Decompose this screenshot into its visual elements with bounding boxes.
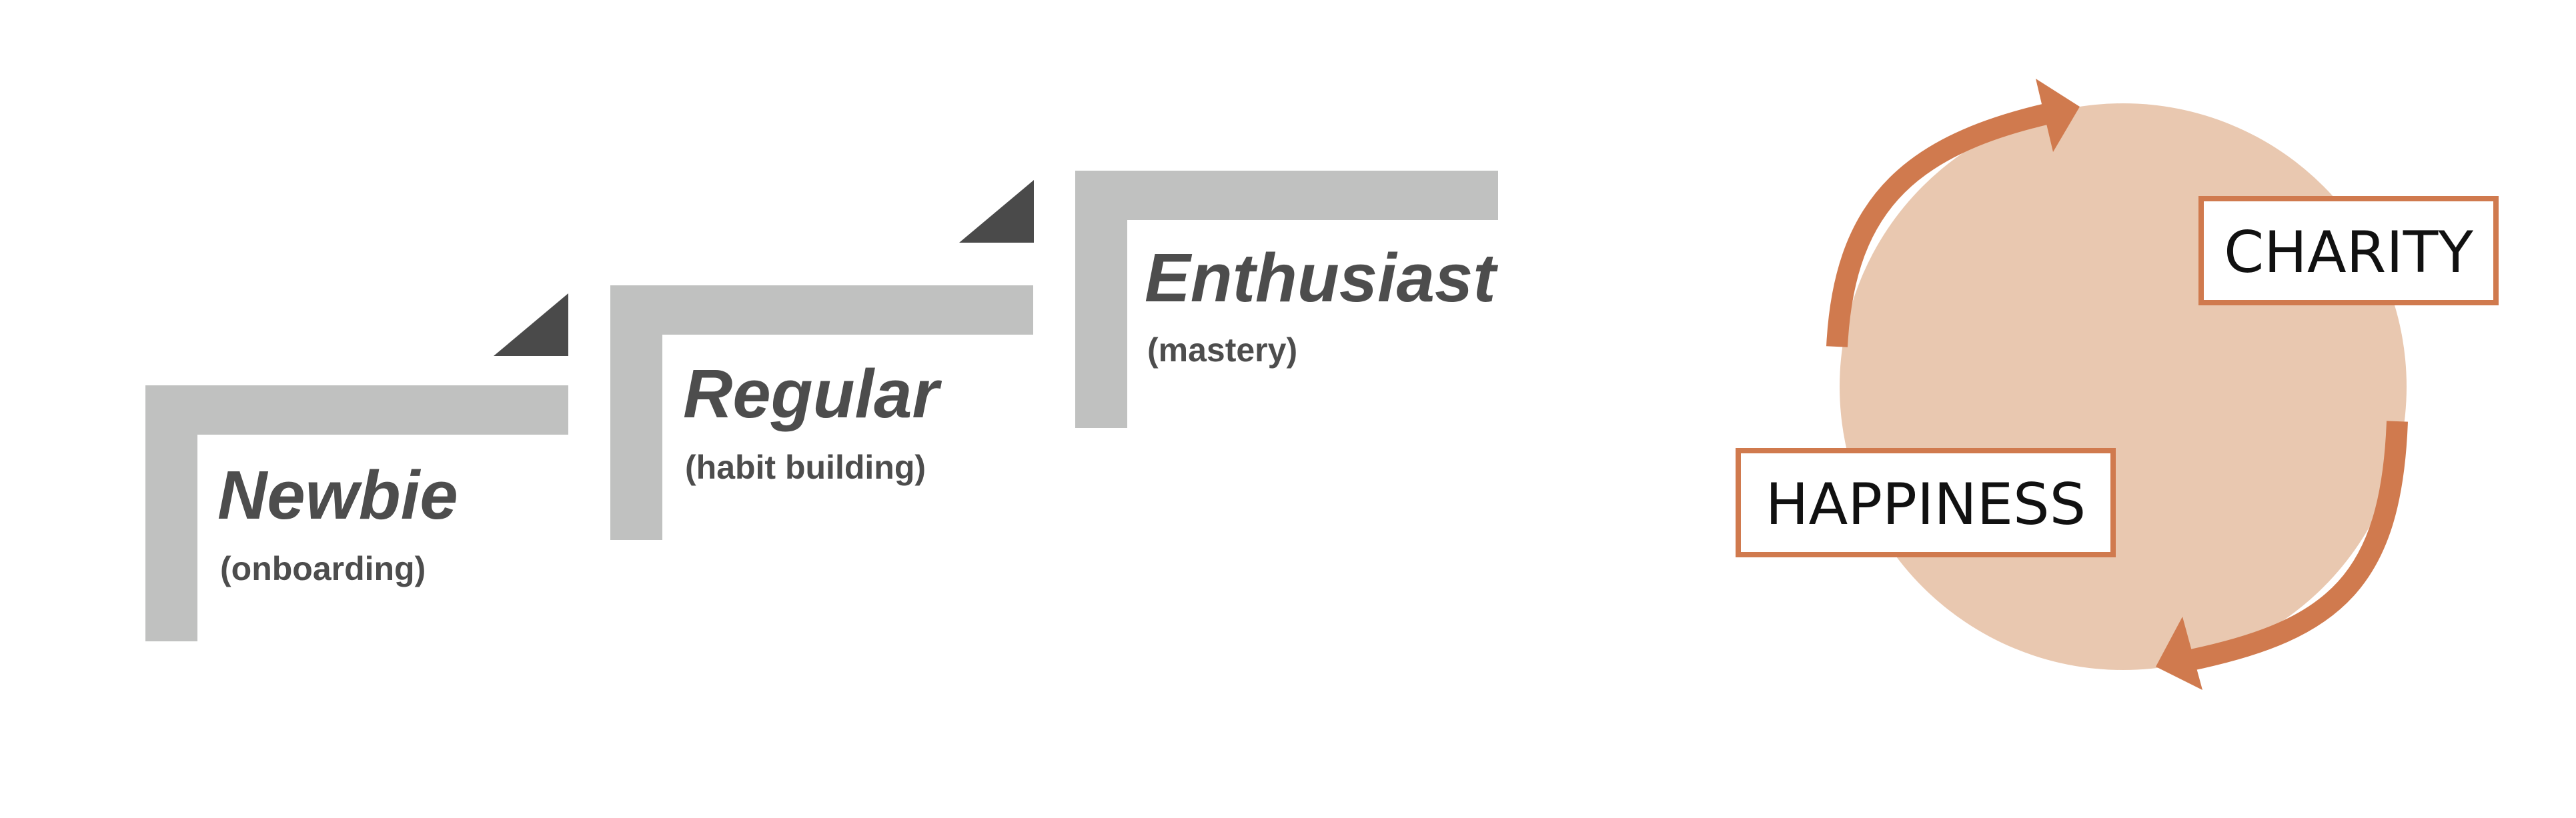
stage-newbie-bracket-top xyxy=(145,385,568,435)
cycle-arrow-top-icon xyxy=(1826,79,2080,347)
stage-regular-bracket-side xyxy=(610,285,662,540)
stage-enthusiast-subtitle: (mastery) xyxy=(1147,331,1297,369)
stage-newbie-title: Newbie xyxy=(217,457,458,533)
stage-newbie-bracket-side xyxy=(145,385,197,641)
stage-enthusiast-bracket-top xyxy=(1075,171,1498,220)
stage-regular-bracket-top xyxy=(610,285,1033,335)
charity-label: CHARITY xyxy=(2198,196,2499,305)
stage-enthusiast-title: Enthusiast xyxy=(1145,239,1498,316)
stage-enthusiast: Enthusiast (mastery) xyxy=(1075,171,1498,428)
happiness-label-box xyxy=(1736,448,2116,557)
happiness-label-text: HAPPINESS xyxy=(1766,471,2086,538)
cycle-diagram: CHARITY HAPPINESS xyxy=(1736,79,2499,690)
cycle-circle xyxy=(1840,103,2407,670)
cycle-arrow-top-head xyxy=(2036,79,2080,152)
cycle-arrow-bottom-head xyxy=(2156,617,2202,690)
cycle-arrow-bottom-arc xyxy=(2188,421,2408,671)
stage-newbie: Newbie (onboarding) xyxy=(145,293,568,641)
stage-regular-subtitle: (habit building) xyxy=(685,449,926,486)
cycle-arrow-top-arc xyxy=(1826,99,2067,347)
stage-newbie-subtitle: (onboarding) xyxy=(220,550,426,587)
step-marker-icon xyxy=(959,180,1034,243)
charity-label-text: CHARITY xyxy=(2224,219,2473,286)
happiness-label: HAPPINESS xyxy=(1736,448,2116,557)
stage-regular: Regular (habit building) xyxy=(610,180,1034,540)
cycle-arrow-bottom-icon xyxy=(2156,421,2408,690)
stage-enthusiast-bracket-side xyxy=(1075,171,1127,428)
step-marker-icon xyxy=(494,293,568,356)
stage-regular-title: Regular xyxy=(683,355,942,432)
charity-label-box xyxy=(2198,196,2499,305)
